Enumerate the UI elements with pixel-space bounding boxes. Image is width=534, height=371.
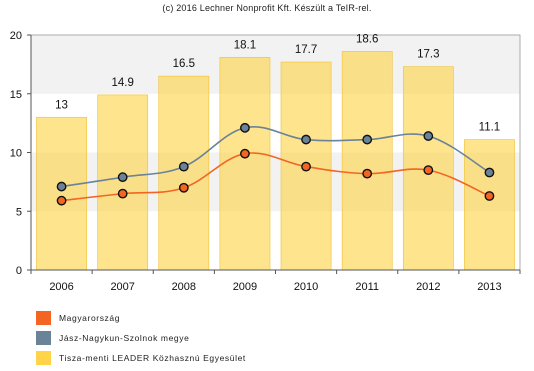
bar-data-label: 11.1 bbox=[479, 122, 501, 134]
x-tick-label: 2009 bbox=[233, 281, 257, 293]
legend-swatch-magyarorszag bbox=[36, 311, 51, 325]
data-point bbox=[362, 134, 373, 145]
y-tick-label: 0 bbox=[16, 265, 22, 277]
data-point bbox=[117, 172, 128, 183]
bar-data-label: 14.9 bbox=[111, 77, 133, 89]
bar bbox=[97, 94, 149, 271]
data-point bbox=[301, 134, 311, 145]
data-point bbox=[484, 191, 495, 201]
x-tick-label: 2007 bbox=[110, 281, 134, 293]
data-point bbox=[56, 181, 67, 192]
legend-swatch-leader bbox=[36, 351, 51, 365]
x-tick-label: 2006 bbox=[49, 281, 73, 293]
data-point bbox=[178, 182, 189, 193]
bar bbox=[219, 57, 271, 271]
data-point bbox=[56, 195, 67, 206]
bar bbox=[158, 75, 210, 271]
bar-data-label: 17.3 bbox=[417, 49, 439, 61]
bar-data-label: 16.5 bbox=[173, 58, 195, 70]
tick-and-data-labels: 0 5 10 15 20 2006 2007 2008 2009 2010 2011 2012 2013… bbox=[10, 30, 502, 293]
data-point bbox=[117, 188, 128, 199]
y-tick-label: 5 bbox=[16, 206, 22, 218]
data-point bbox=[240, 122, 250, 133]
bar-data-label: 13 bbox=[55, 99, 68, 111]
data-point bbox=[423, 131, 434, 141]
bar bbox=[341, 51, 393, 271]
data-point bbox=[178, 161, 189, 172]
x-tick-label: 2011 bbox=[355, 281, 379, 293]
y-tick-label: 20 bbox=[10, 30, 22, 42]
legend-item-megye[interactable]: Jász-Nagykun-Szolnok megye bbox=[36, 331, 246, 345]
x-tick-label: 2012 bbox=[416, 281, 440, 293]
legend-item-magyarorszag[interactable]: Magyarország bbox=[36, 311, 246, 325]
line-points bbox=[56, 122, 495, 206]
legend-swatch-megye bbox=[36, 331, 51, 345]
legend-item-leader[interactable]: Tisza-menti LEADER Közhasznú Egyesület bbox=[36, 351, 246, 365]
bar bbox=[464, 139, 515, 271]
x-tick-label: 2008 bbox=[172, 281, 196, 293]
data-point bbox=[301, 161, 311, 172]
legend-label-megye: Jász-Nagykun-Szolnok megye bbox=[59, 333, 190, 343]
chart-plot: 0 5 10 15 20 2006 2007 2008 2009 2010 2011 2012 2013… bbox=[10, 30, 521, 293]
data-point bbox=[423, 165, 434, 176]
legend: Magyarország Jász-Nagykun-Szolnok megye … bbox=[36, 311, 246, 371]
bar-data-label: 18.1 bbox=[234, 39, 256, 51]
axes bbox=[27, 34, 521, 274]
chart-title: (c) 2016 Lechner Nonprofit Kft. Készült … bbox=[162, 3, 372, 13]
legend-label-magyarorszag: Magyarország bbox=[59, 313, 121, 323]
data-point bbox=[484, 167, 495, 178]
x-tick-label: 2010 bbox=[294, 281, 318, 293]
bar bbox=[36, 116, 87, 271]
y-tick-label: 10 bbox=[10, 148, 22, 160]
legend-label-leader: Tisza-menti LEADER Közhasznú Egyesület bbox=[59, 353, 246, 363]
bar-data-label: 18.6 bbox=[356, 33, 378, 45]
data-point bbox=[362, 168, 373, 179]
x-tick-label: 2013 bbox=[477, 281, 501, 293]
data-point bbox=[240, 148, 250, 159]
bar-data-label: 17.7 bbox=[295, 44, 317, 56]
y-tick-label: 15 bbox=[10, 89, 22, 101]
